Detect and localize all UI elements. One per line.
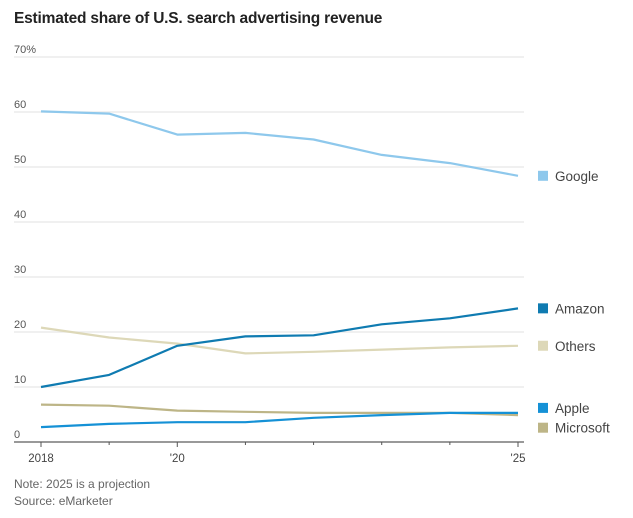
legend-swatch	[538, 170, 548, 181]
legend-label: Amazon	[555, 301, 605, 316]
legend-item-others: Others	[538, 339, 596, 354]
chart-title: Estimated share of U.S. search advertisi…	[14, 10, 383, 27]
y-tick-label: 0	[14, 429, 20, 441]
y-tick-label: 20	[14, 319, 26, 331]
y-tick-label: 70%	[14, 44, 36, 56]
series-line-apple	[40, 411, 518, 429]
x-tick-label: '20	[170, 453, 185, 465]
legend-swatch	[538, 402, 548, 413]
legend-swatch	[538, 303, 548, 314]
legend-item-apple: Apple	[538, 401, 590, 416]
gridlines	[14, 56, 524, 388]
legend-item-amazon: Amazon	[538, 301, 605, 316]
y-tick-label: 60	[14, 99, 26, 111]
x-tick-label: '25	[511, 453, 526, 465]
source-text: Source: eMarketer	[14, 494, 113, 508]
x-axis: 2018 '20 '25	[14, 441, 526, 465]
x-tick-label: 2018	[28, 453, 54, 465]
legend-item-microsoft: Microsoft	[538, 421, 610, 436]
series-line-google	[40, 110, 519, 177]
series-lines	[40, 110, 519, 429]
y-tick-label: 50	[14, 154, 26, 166]
y-tick-label: 30	[14, 264, 26, 276]
series-line-others	[40, 326, 519, 355]
legend-label: Apple	[555, 401, 590, 416]
y-tick-label: 10	[14, 374, 26, 386]
y-tick-label: 40	[14, 209, 26, 221]
legend-swatch	[538, 340, 548, 351]
legend-label: Google	[555, 169, 599, 184]
legend-item-google: Google	[538, 169, 599, 184]
y-axis-ticks: 0 10 20 30 40 50 60 70%	[14, 44, 36, 441]
series-line-amazon	[40, 307, 519, 389]
legend-label: Others	[555, 339, 596, 354]
legend-swatch	[538, 422, 548, 433]
note-text: Note: 2025 is a projection	[14, 477, 151, 491]
legend-label: Microsoft	[555, 421, 610, 436]
legend: Google Amazon Others Apple Microsoft	[538, 169, 610, 436]
